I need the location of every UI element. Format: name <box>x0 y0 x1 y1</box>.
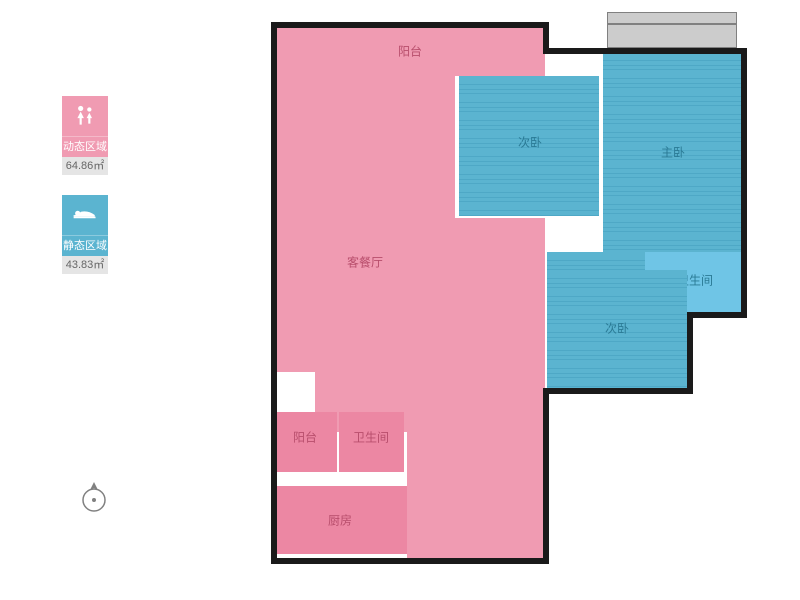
wall-0 <box>271 22 549 28</box>
wall-2 <box>741 48 747 316</box>
people-icon <box>72 103 98 129</box>
legend-dynamic-value: 64.86㎡ <box>62 157 108 175</box>
room-label-balcony_small: 阳台 <box>293 429 317 446</box>
legend-dynamic: 动态区域 64.86㎡ <box>62 96 122 175</box>
wall-5 <box>543 388 693 394</box>
wall-13 <box>599 48 605 54</box>
compass-icon <box>80 480 108 519</box>
legend-dynamic-label: 动态区域 <box>62 137 108 157</box>
static-zone-icon <box>62 195 108 236</box>
balcony-rail-0 <box>607 12 737 24</box>
wall-9 <box>271 22 277 76</box>
room-label-living: 客餐厅 <box>347 254 383 271</box>
room-stair_area <box>407 432 545 560</box>
wall-1 <box>599 48 747 54</box>
wall-3 <box>687 312 747 318</box>
wall-7 <box>271 558 549 564</box>
room-label-balcony_top: 阳台 <box>398 43 422 60</box>
wall-8 <box>271 408 277 564</box>
room-label-master: 主卧 <box>661 144 685 161</box>
legend-static-label: 静态区域 <box>62 236 108 256</box>
room-label-bed2_top: 次卧 <box>518 134 542 151</box>
room-label-bed2_bot: 次卧 <box>605 320 629 337</box>
dynamic-zone-icon <box>62 96 108 137</box>
room-living_ext <box>455 218 545 372</box>
wall-4 <box>687 312 693 392</box>
wall-10 <box>271 72 277 412</box>
balcony-rail-1 <box>607 24 737 48</box>
room-living <box>275 76 455 372</box>
room-label-bath_small: 卫生间 <box>353 429 389 446</box>
legend-static-value: 43.83㎡ <box>62 256 108 274</box>
wall-6 <box>543 388 549 564</box>
bed-icon <box>72 205 98 225</box>
room-bed2bot_ext <box>547 252 603 270</box>
wall-12 <box>543 48 603 54</box>
legend-static: 静态区域 43.83㎡ <box>62 195 122 274</box>
room-master_ext <box>603 252 645 312</box>
legend-panel: 动态区域 64.86㎡ 静态区域 43.83㎡ <box>62 96 122 294</box>
room-label-kitchen: 厨房 <box>328 512 352 529</box>
